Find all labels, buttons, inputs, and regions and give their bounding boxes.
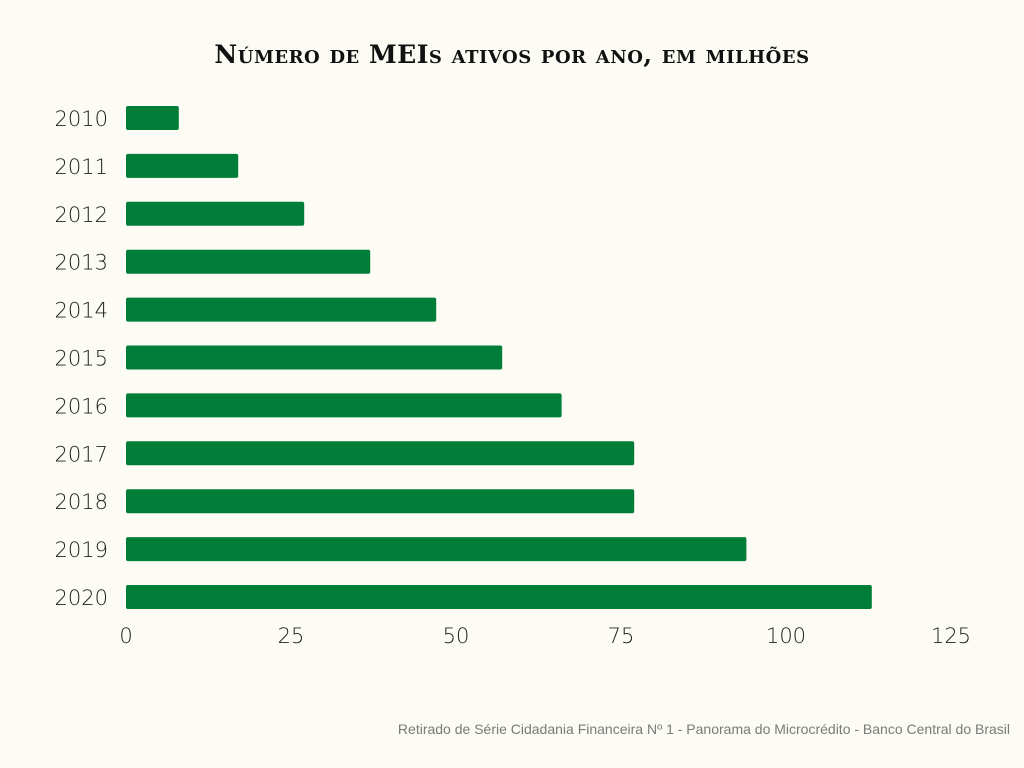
x-tick-label: 25 bbox=[278, 624, 305, 648]
bar bbox=[126, 585, 872, 609]
x-tick-label: 100 bbox=[766, 624, 806, 648]
x-tick-label: 75 bbox=[608, 624, 635, 648]
bar bbox=[126, 441, 635, 466]
bar bbox=[126, 153, 239, 178]
y-tick-label: 2010 bbox=[55, 107, 108, 131]
y-tick-label: 2015 bbox=[55, 347, 108, 371]
source-note: Retirado de Série Cidadania Financeira N… bbox=[397, 721, 1010, 737]
y-tick-label: 2013 bbox=[55, 251, 108, 275]
y-tick-label: 2011 bbox=[55, 155, 108, 179]
bar bbox=[126, 106, 179, 130]
chart-title: Número de MEIs ativos por ano, em milhõe… bbox=[214, 40, 810, 69]
y-tick-label: 2017 bbox=[55, 442, 108, 466]
y-tick-label: 2018 bbox=[55, 490, 108, 514]
bar bbox=[126, 201, 305, 226]
y-tick-label: 2019 bbox=[55, 538, 108, 562]
x-tick-label: 0 bbox=[119, 624, 132, 648]
bar bbox=[126, 489, 635, 514]
bar-chart: 2010 2011 2012 2013 2014 2015 2016 2017 2018 2019… bbox=[55, 106, 971, 648]
x-tick-label: 125 bbox=[931, 624, 971, 648]
bar bbox=[126, 537, 747, 562]
bar bbox=[126, 393, 562, 418]
bar bbox=[126, 297, 437, 322]
y-tick-label: 2012 bbox=[55, 203, 108, 227]
x-tick-label: 50 bbox=[443, 624, 470, 648]
y-tick-label: 2020 bbox=[55, 586, 108, 610]
y-tick-label: 2014 bbox=[55, 299, 108, 323]
bar bbox=[126, 345, 503, 370]
y-tick-label: 2016 bbox=[55, 394, 108, 418]
bar bbox=[126, 249, 371, 274]
